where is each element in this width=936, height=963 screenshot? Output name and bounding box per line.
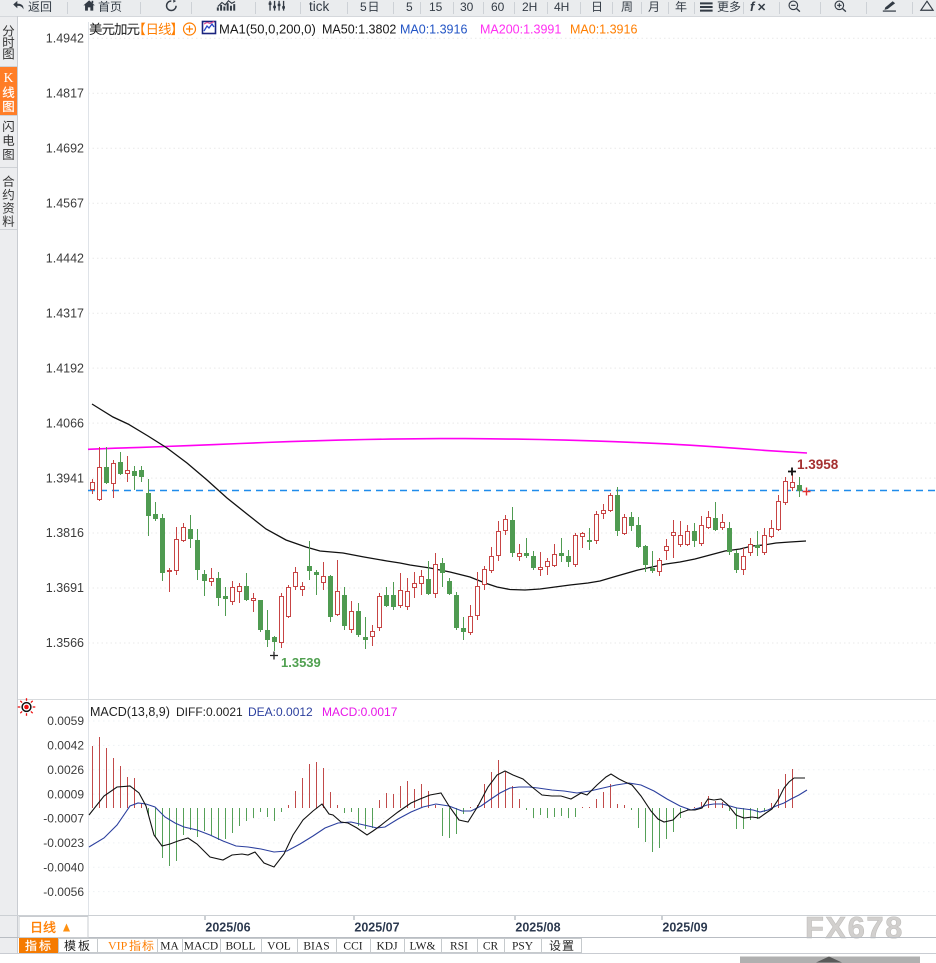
- svg-text:1.4192: 1.4192: [46, 361, 84, 375]
- svg-text:PSY: PSY: [512, 941, 534, 953]
- svg-text:5: 5: [360, 0, 367, 14]
- svg-text:2025/07: 2025/07: [354, 921, 399, 935]
- svg-text:MACD(13,8,9): MACD(13,8,9): [90, 705, 170, 719]
- svg-text:1.3941: 1.3941: [46, 471, 84, 485]
- svg-text:DIFF:0.0021: DIFF:0.0021: [176, 705, 243, 719]
- svg-text:f: f: [750, 0, 756, 14]
- svg-text:60: 60: [491, 0, 505, 14]
- svg-text:-0.0040: -0.0040: [43, 860, 84, 874]
- svg-text:MA: MA: [160, 941, 179, 953]
- svg-text:30: 30: [460, 0, 474, 14]
- svg-text:1.4066: 1.4066: [46, 416, 84, 430]
- svg-text:VOL: VOL: [267, 941, 291, 953]
- svg-text:15: 15: [429, 0, 443, 14]
- svg-text:1.4817: 1.4817: [46, 87, 84, 101]
- svg-text:5: 5: [406, 0, 413, 14]
- svg-text:1.3958: 1.3958: [797, 457, 839, 472]
- svg-text:CCI: CCI: [343, 941, 362, 953]
- svg-text:-0.0023: -0.0023: [43, 836, 84, 850]
- svg-text:1.3539: 1.3539: [281, 655, 321, 670]
- svg-text:RSI: RSI: [450, 941, 468, 953]
- svg-text:-0.0007: -0.0007: [43, 812, 84, 826]
- svg-text:0.0026: 0.0026: [47, 763, 84, 777]
- svg-text:DEA:0.0012: DEA:0.0012: [248, 705, 313, 719]
- svg-text:1.3691: 1.3691: [46, 581, 84, 595]
- svg-text:1.4442: 1.4442: [46, 251, 84, 265]
- svg-text:2025/08: 2025/08: [515, 921, 560, 935]
- svg-text:BOLL: BOLL: [225, 941, 255, 953]
- svg-text:0.0042: 0.0042: [47, 739, 84, 753]
- svg-text:-0.0056: -0.0056: [43, 885, 84, 899]
- svg-text:2025/06: 2025/06: [205, 921, 250, 935]
- svg-text:MA1(50,0,200,0): MA1(50,0,200,0): [219, 22, 316, 37]
- svg-text:BIAS: BIAS: [303, 941, 329, 953]
- svg-text:1.3816: 1.3816: [46, 526, 84, 540]
- svg-text:2H: 2H: [522, 0, 537, 14]
- svg-text:LW&: LW&: [410, 941, 436, 953]
- svg-text:MACD: MACD: [184, 941, 219, 953]
- svg-text:1.4567: 1.4567: [46, 196, 84, 210]
- svg-text:0.0059: 0.0059: [47, 714, 84, 728]
- svg-text:K: K: [4, 70, 14, 85]
- svg-text:1.4942: 1.4942: [46, 32, 84, 46]
- svg-text:MA50:1.3802: MA50:1.3802: [322, 23, 396, 37]
- svg-text:MA200:1.3991: MA200:1.3991: [480, 23, 561, 37]
- svg-text:0.0009: 0.0009: [47, 787, 84, 801]
- svg-text:MA0:1.3916: MA0:1.3916: [570, 23, 637, 37]
- svg-text:MA0:1.3916: MA0:1.3916: [400, 23, 467, 37]
- svg-text:tick: tick: [309, 0, 330, 14]
- svg-text:1.4692: 1.4692: [46, 141, 84, 155]
- svg-text:KDJ: KDJ: [376, 941, 398, 953]
- svg-text:✕: ✕: [757, 2, 766, 14]
- svg-text:VIP: VIP: [108, 939, 128, 953]
- svg-text:2025/09: 2025/09: [662, 921, 707, 935]
- svg-text:1.3566: 1.3566: [46, 636, 84, 650]
- svg-text:1.4317: 1.4317: [46, 306, 84, 320]
- svg-text:4H: 4H: [554, 0, 569, 14]
- svg-text:CR: CR: [483, 941, 499, 953]
- svg-text:MACD:0.0017: MACD:0.0017: [322, 705, 398, 719]
